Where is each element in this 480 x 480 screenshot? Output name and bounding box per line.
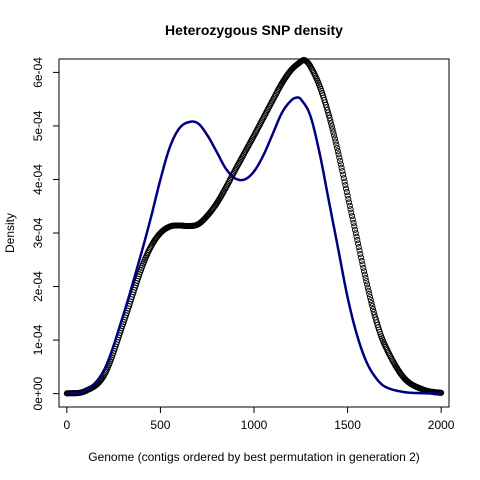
series-1-point [343,189,350,196]
series-1-point [349,213,356,220]
chart-title: Heterozygous SNP density [165,22,343,38]
series-1-point [325,109,332,116]
series-1-point [354,237,361,244]
series-1-point [366,290,373,298]
series-1-point [352,226,359,233]
x-tick-label: 500 [150,418,170,432]
series-1-point [347,206,354,213]
x-tick-label: 1500 [334,418,361,432]
series-1-point [367,297,374,304]
series-2 [66,96,441,395]
series-1-point [357,250,364,258]
series-1-point [340,175,347,182]
series-1-point [348,209,355,216]
series-1-point [324,106,331,113]
series-1-point [344,192,351,199]
series-1-point [350,219,357,226]
series-1-point [337,157,344,164]
y-tick-label: 6e-04 [31,57,45,88]
series-1-point [342,182,349,189]
series-1-point [341,178,348,185]
series-1-point [356,247,363,254]
series-1-point [325,112,332,119]
y-axis-label: Density [3,213,17,253]
series-2-line [66,96,441,395]
x-axis: 0 500 1000 1500 2000 [64,407,455,432]
x-tick-label: 1000 [241,418,268,432]
series-1-point [343,185,350,192]
series-1-point [355,243,362,251]
series-1-point [337,161,344,168]
series-1-point [358,257,365,265]
series-1-point [351,223,358,230]
series-1-point [364,284,371,291]
x-tick-label: 0 [64,418,71,432]
y-tick-label: 1e-04 [31,324,45,355]
series-1-point [331,132,338,139]
series-1-point [363,281,371,288]
series-1-point [335,151,342,158]
y-tick-label: 0e+00 [31,376,45,410]
series-1-point [370,308,377,315]
series-1-point [326,114,333,121]
series-1-point [369,303,376,310]
series-1-point [329,126,336,133]
series-1-point [365,287,372,294]
y-tick-label: 2e-04 [31,271,45,302]
y-tick-label: 3e-04 [31,217,45,248]
series-1-point [357,254,365,261]
series-1-point [336,154,343,161]
series-1-point [352,230,359,237]
series-1-point [360,268,368,275]
series-1-point [346,202,353,209]
series-1-point [328,123,335,130]
x-tick-label: 2000 [428,418,455,432]
series-1-point [360,264,367,271]
series-1-point [334,144,341,151]
series-1-point [338,164,345,171]
series-1-point [363,278,370,285]
series-1-point [331,135,338,142]
series-1-point [353,233,360,240]
series-1-point [354,240,362,247]
series-1-point [328,120,335,127]
series-1-point [368,300,375,307]
series-1-point [334,148,341,155]
series-1-point [366,294,374,301]
x-axis-label: Genome (contigs ordered by best permutat… [88,450,420,464]
series-1-point [330,129,337,136]
series-1-point [346,199,353,206]
series-1-point [333,141,340,148]
series-1-point [361,271,368,278]
series-1 [63,56,445,397]
series-1-point [345,195,352,202]
series-1-point [332,138,339,145]
y-axis: 0e+00 1e-04 2e-04 3e-04 4e-04 5e-04 6e-04 [31,57,59,410]
series-1-point [327,117,334,124]
y-tick-label: 4e-04 [31,164,45,195]
y-tick-label: 5e-04 [31,110,45,141]
series-1-point [340,171,347,178]
series-1-point [362,274,369,281]
series-1-point [369,306,377,313]
series-layer [63,56,445,397]
series-1-point [359,261,366,268]
series-1-point [349,216,356,223]
series-1-point [339,168,346,175]
